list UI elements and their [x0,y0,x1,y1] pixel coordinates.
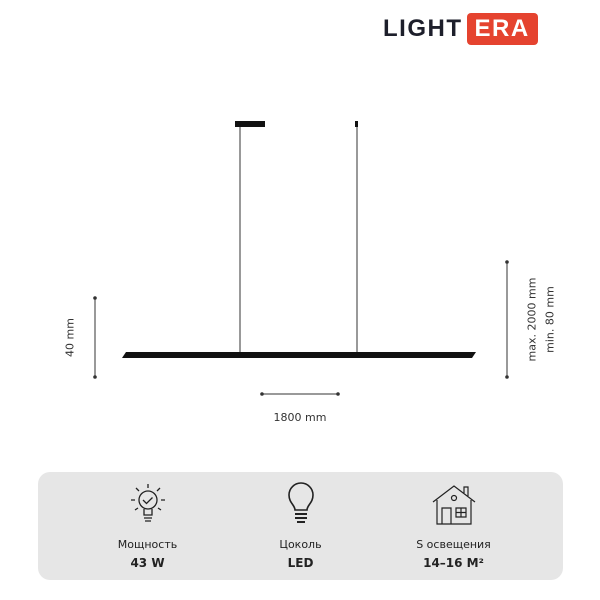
dimension-length [260,392,340,396]
dimension-height [93,296,97,379]
brand-logo: LIGHT ERA [383,13,538,45]
spec-value: 14–16 М² [423,556,484,570]
max-hang-label: max. 2000 mm [525,277,539,362]
specs-panel: Мощность 43 W Цоколь LED S освещения 14–… [38,472,563,580]
spec-value: 43 W [130,556,165,570]
spec-label: Мощность [117,538,178,551]
house-icon [432,485,475,525]
height-label: 40 mm [63,318,77,357]
lamp-body [122,352,476,358]
ceiling-mount-right [355,121,358,127]
spec-label: S освещения [416,538,491,551]
min-hang-label: min. 80 mm [543,286,557,353]
logo-text-light: LIGHT [383,15,463,42]
bulb-icon [287,482,314,523]
bulb-check-icon [130,484,165,522]
ceiling-mount [235,121,265,127]
logo-text-era: ERA [466,13,538,45]
spec-value: LED [287,556,314,570]
length-label: 1800 mm [273,411,327,424]
dimension-hang [505,260,509,379]
spec-label: Цоколь [279,538,322,551]
lamp-drawing [93,121,509,396]
